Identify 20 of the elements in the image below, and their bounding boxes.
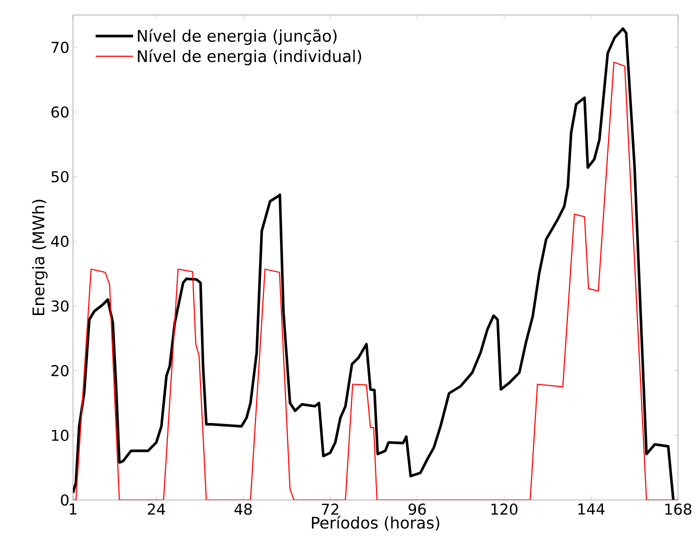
- y-tick-label: 10: [52, 430, 68, 442]
- x-tick-label: 120: [491, 504, 518, 515]
- x-tick-label: 24: [148, 504, 166, 515]
- y-axis-title: Energia (MWh): [32, 200, 48, 315]
- x-tick-label: 144: [578, 504, 605, 514]
- y-tick-label: 50: [52, 170, 68, 182]
- x-tick-label: 168: [665, 504, 692, 515]
- x-tick-label: 96: [408, 504, 426, 515]
- y-tick-label: 20: [51, 364, 68, 376]
- x-tick-label: 48: [234, 504, 252, 515]
- x-tick-label: 72: [322, 504, 338, 515]
- y-tick-label: 70: [52, 42, 68, 54]
- y-tick-label: 40: [51, 236, 68, 248]
- x-axis-title: Períodos (horas): [312, 516, 440, 531]
- legend-label: Nível de energia (junção): [138, 28, 337, 46]
- x-tick-label: 1: [70, 504, 76, 514]
- legend-label: Nível de energia (individual): [138, 49, 362, 66]
- y-tick-label: 60: [51, 106, 68, 118]
- y-tick-label: 0: [60, 494, 68, 506]
- y-tick-label: 30: [52, 300, 68, 312]
